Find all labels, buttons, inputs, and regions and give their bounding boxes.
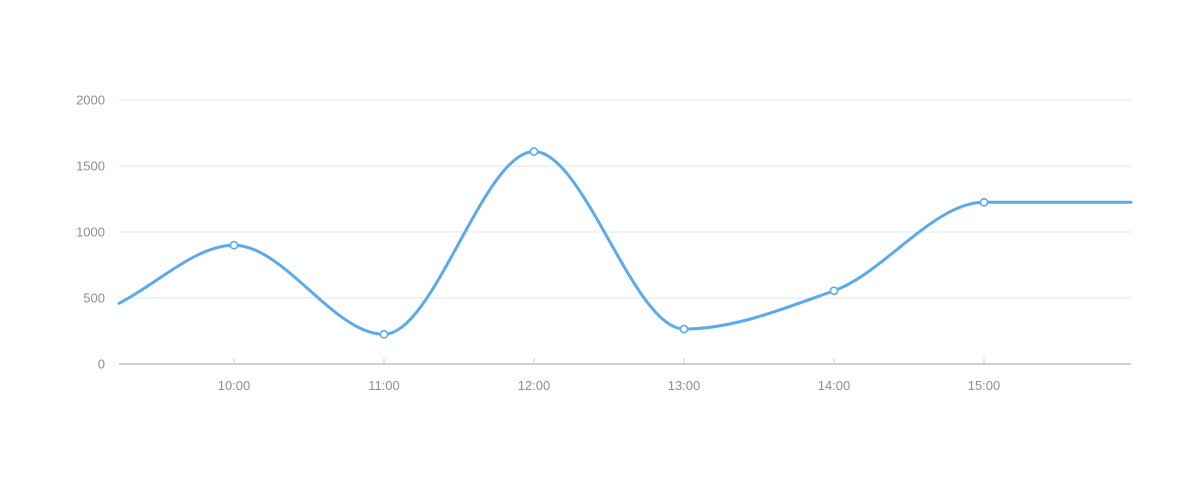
data-point[interactable] [679,324,689,334]
x-tick-label: 13:00 [668,378,701,393]
grid-lines [119,99,1131,299]
y-tick-label: 0 [98,357,105,372]
x-axis-tick-labels: 10:00 11:00 12:00 13:00 14:00 15:00 [218,378,1001,393]
data-point[interactable] [529,147,539,156]
x-tick-label: 12:00 [518,378,551,393]
data-point[interactable] [379,329,389,339]
data-point[interactable] [829,286,839,296]
x-tick-label: 10:00 [218,378,251,393]
x-axis-ticks [233,358,985,364]
data-point[interactable] [229,240,239,250]
y-axis-tick-labels: 0 500 1000 1500 2000 [76,93,105,372]
data-point[interactable] [979,197,989,207]
x-tick-label: 15:00 [968,378,1001,393]
y-tick-label: 2000 [76,93,105,108]
x-tick-label: 14:00 [818,378,851,393]
y-tick-label: 500 [83,291,105,306]
x-tick-label: 11:00 [368,378,400,393]
data-points [229,147,989,339]
y-tick-label: 1000 [76,225,105,240]
y-tick-label: 1500 [76,159,105,174]
series-line [117,149,1133,336]
